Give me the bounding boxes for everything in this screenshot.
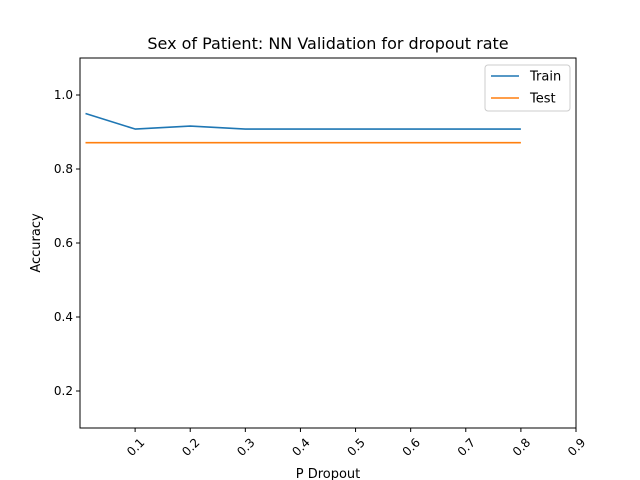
x-axis-label: P Dropout — [296, 467, 361, 480]
y-tick-label: 0.2 — [54, 384, 73, 398]
y-tick-label: 0.4 — [54, 310, 73, 324]
legend-train-label: Train — [529, 70, 561, 85]
legend-test-label: Test — [529, 92, 556, 107]
y-tick-label: 0.6 — [54, 236, 73, 250]
y-tick-label: 1.0 — [54, 88, 73, 102]
y-axis-label: Accuracy — [29, 213, 44, 273]
series-line-train — [85, 112, 521, 130]
y-tick-label: 0.8 — [54, 162, 73, 176]
series-lines — [85, 112, 521, 144]
chart-title: Sex of Patient: NN Validation for dropou… — [147, 34, 508, 53]
y-axis-ticks: 0.2 0.4 0.6 0.8 1.0 — [54, 88, 80, 398]
legend: Train Test — [484, 64, 571, 112]
